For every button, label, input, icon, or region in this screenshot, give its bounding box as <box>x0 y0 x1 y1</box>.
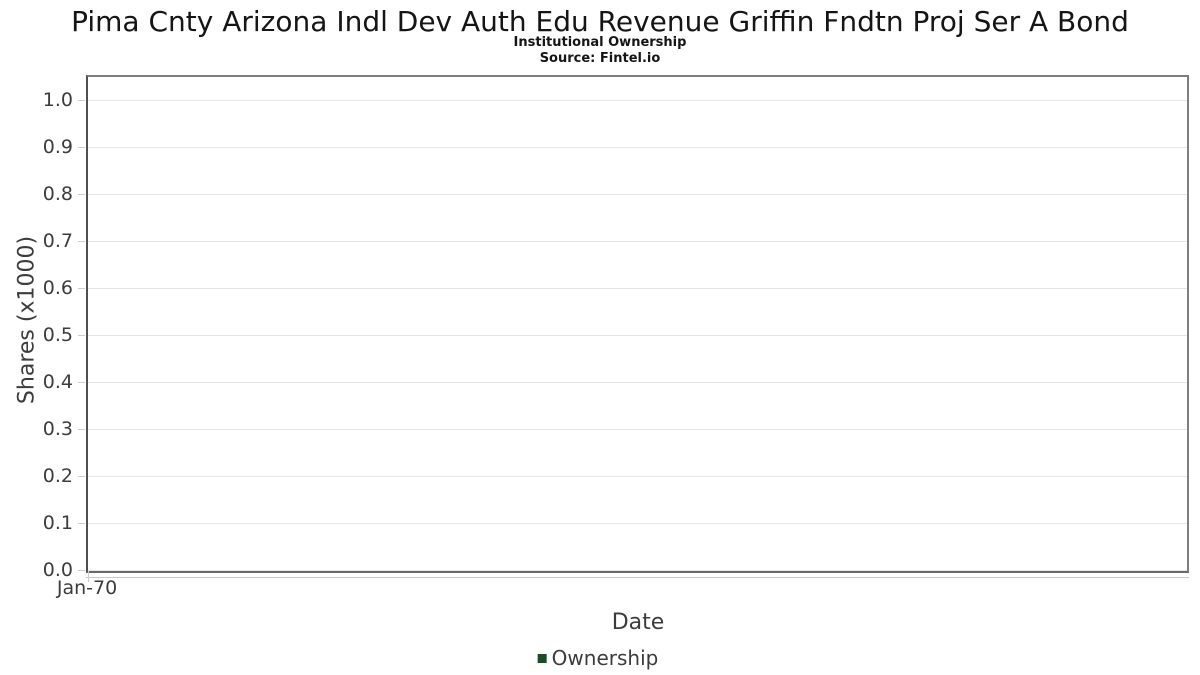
y-tick-mark <box>78 147 85 148</box>
y-tick-label: 0.6 <box>42 277 73 299</box>
legend-swatch-ownership <box>537 654 547 663</box>
gridline <box>88 335 1187 336</box>
gridline <box>88 147 1187 148</box>
x-tick-mark <box>88 571 89 582</box>
legend-label-ownership: Ownership <box>551 646 659 670</box>
gridline <box>88 429 1187 430</box>
gridline <box>88 194 1187 195</box>
gridline <box>88 523 1187 524</box>
chart-source: Source: Fintel.io <box>539 51 661 66</box>
y-tick-label: 0.3 <box>42 418 73 440</box>
gridline <box>88 241 1187 242</box>
chart-subtitle: Institutional Ownership <box>513 35 687 50</box>
gridline <box>88 382 1187 383</box>
y-tick-label: 0.1 <box>42 512 73 534</box>
y-tick-mark <box>78 194 85 195</box>
y-tick-label: 0.8 <box>42 183 73 205</box>
grid <box>88 77 1187 571</box>
y-tick-label: 0.4 <box>42 371 73 393</box>
gridline <box>88 100 1187 101</box>
y-tick-label: 0.5 <box>42 324 73 346</box>
y-tick-mark <box>78 476 85 477</box>
gridline <box>88 570 1187 571</box>
y-tick-mark <box>78 241 85 242</box>
y-tick-mark <box>78 100 85 101</box>
x-axis-line <box>86 577 1189 578</box>
y-tick-mark <box>78 288 85 289</box>
y-tick-mark <box>78 382 85 383</box>
y-tick-label: 0.7 <box>42 230 73 252</box>
y-tick-mark <box>78 523 85 524</box>
gridline <box>88 288 1187 289</box>
y-tick-label: 0.0 <box>42 559 73 581</box>
legend: Ownership <box>537 646 659 670</box>
y-tick-label: 1.0 <box>42 89 73 111</box>
x-tick-label: Jan-70 <box>56 577 118 599</box>
y-tick-label: 0.2 <box>42 465 73 487</box>
plot-area <box>86 75 1189 573</box>
gridline <box>88 476 1187 477</box>
chart-title: Pima Cnty Arizona Indl Dev Auth Edu Reve… <box>71 5 1129 38</box>
y-tick-label: 0.9 <box>42 136 73 158</box>
y-tick-mark <box>78 429 85 430</box>
y-tick-mark <box>78 335 85 336</box>
x-axis-title: Date <box>611 610 665 635</box>
y-tick-mark <box>78 570 85 571</box>
